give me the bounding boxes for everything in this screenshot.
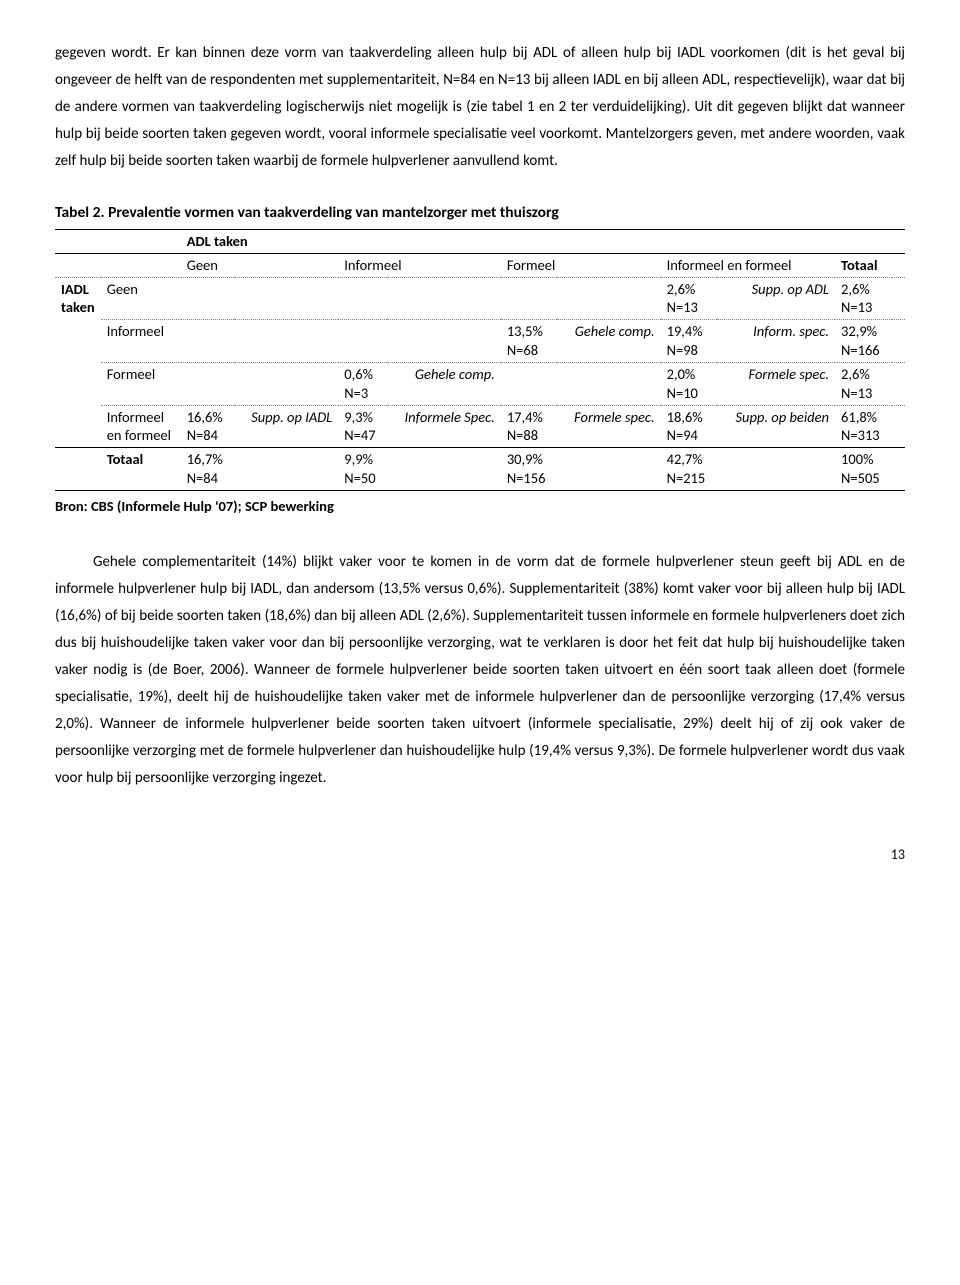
table-row: IADLtaken Geen 2,6%N=13 Supp. op ADL 2,6… [55, 277, 905, 320]
row-label-inf-form: Informeelen formeel [101, 405, 181, 448]
table-source: Bron: CBS (Informele Hulp '07); SCP bewe… [55, 493, 905, 519]
rowlabel-spacer [101, 253, 181, 277]
paragraph-bottom: Gehele complementariteit (14%) blijkt va… [55, 549, 905, 792]
rowlabel-spacer [55, 253, 101, 277]
col-totaal: Totaal [835, 253, 905, 277]
corner-cell [101, 229, 181, 253]
row-label-formeel: Formeel [101, 362, 181, 405]
table-row: Informeel 13,5%N=68 Gehele comp. 19,4%N=… [55, 320, 905, 363]
prevalence-table: ADL taken Geen Informeel Formeel Informe… [55, 229, 905, 491]
iadl-label: IADLtaken [55, 277, 101, 448]
table-title: Tabel 2. Prevalentie vormen van taakverd… [55, 199, 905, 227]
adl-header: ADL taken [181, 229, 905, 253]
table-row: Formeel 0,6%N=3 Gehele comp. 2,0%N=10 Fo… [55, 362, 905, 405]
row-label-geen: Geen [101, 277, 181, 320]
row-label-informeel: Informeel [101, 320, 181, 363]
table-row-totaal: Totaal 16,7%N=84 9,9%N=50 30,9%N=156 42,… [55, 448, 905, 491]
paragraph-top: gegeven wordt. Er kan binnen deze vorm v… [55, 40, 905, 175]
col-formeel: Formeel [501, 253, 661, 277]
row-label-totaal: Totaal [101, 448, 181, 491]
col-informeel: Informeel [338, 253, 501, 277]
page-number: 13 [55, 842, 905, 867]
col-geen: Geen [181, 253, 339, 277]
col-inf-form: Informeel en formeel [661, 253, 835, 277]
table-row: Informeelen formeel 16,6%N=84 Supp. op I… [55, 405, 905, 448]
corner-cell [55, 229, 101, 253]
